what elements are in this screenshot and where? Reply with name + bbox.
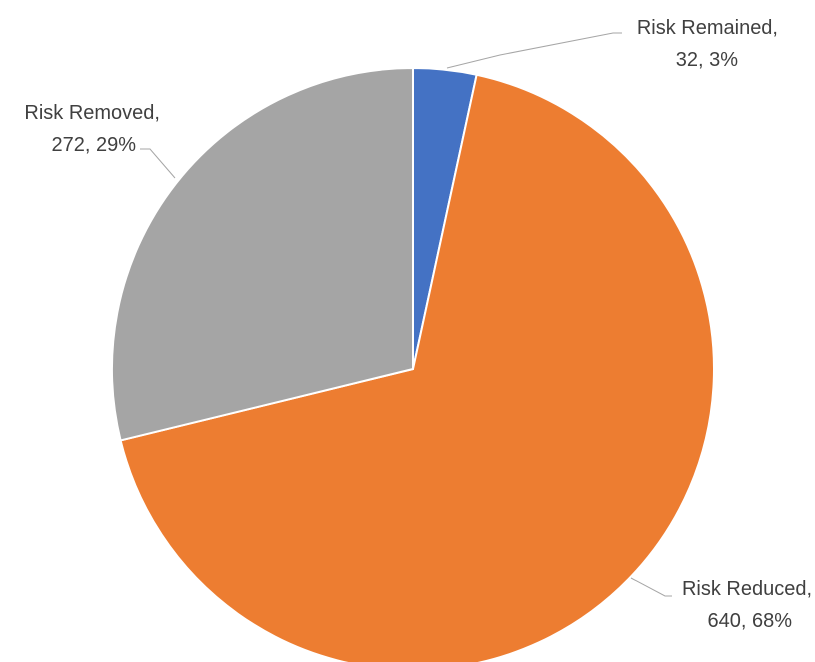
leader-line-risk-remained: [446, 32, 622, 69]
data-label-value-risk-removed: 272, 29%: [51, 134, 136, 156]
pie-slice-risk-removed: [110, 66, 414, 442]
pie-slice-risk-reduced: [119, 73, 715, 662]
slices-layer: [110, 66, 715, 662]
data-label-name-risk-removed: Risk Removed,: [24, 102, 160, 124]
leader-line-risk-reduced: [630, 577, 672, 597]
leader-lines-layer: [140, 32, 672, 597]
data-label-value-risk-remained: 32, 3%: [676, 49, 738, 71]
leader-line-risk-removed: [140, 148, 176, 179]
data-label-name-risk-reduced: Risk Reduced,: [682, 578, 812, 600]
data-label-value-risk-reduced: 640, 68%: [707, 610, 792, 632]
data-labels-layer: Risk Remained, 32, 3% Risk Reduced, 640, 68…: [24, 17, 812, 632]
data-label-name-risk-remained: Risk Remained,: [637, 17, 778, 39]
